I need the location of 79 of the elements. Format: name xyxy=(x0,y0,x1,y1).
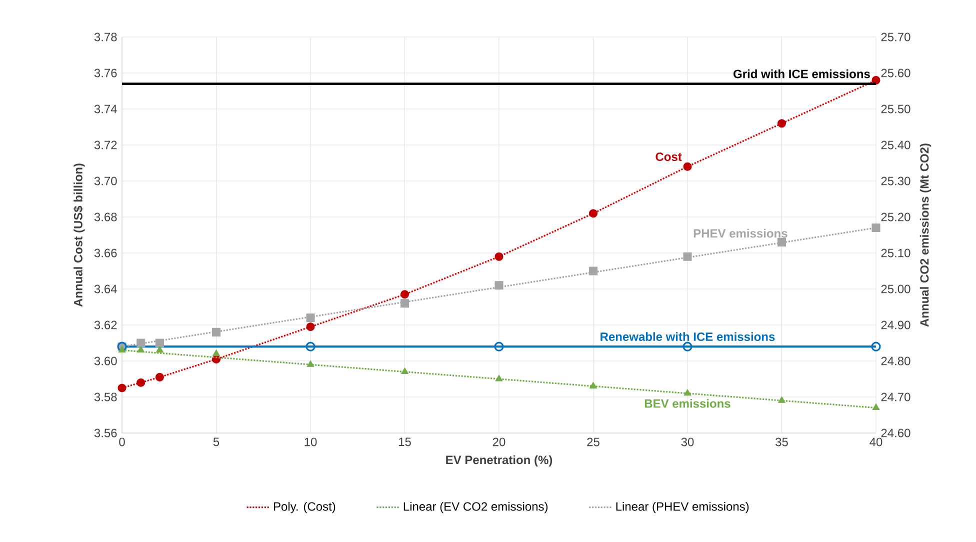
point xyxy=(155,338,164,348)
point xyxy=(400,290,410,299)
point xyxy=(494,252,504,261)
point xyxy=(872,224,880,232)
x-tick-label: 30 xyxy=(681,438,694,446)
y2-tick-label: 25.10 xyxy=(881,248,910,258)
y-tick-label: 3.56 xyxy=(94,428,117,438)
x-axis-title: EV Penetration (%) xyxy=(446,455,552,467)
legend-label: Poly. (Cost) xyxy=(274,502,336,514)
point xyxy=(590,382,597,388)
y-tick-label: 3.78 xyxy=(94,32,117,42)
point xyxy=(212,328,221,336)
y-tick-label: 3.62 xyxy=(94,320,117,330)
point xyxy=(401,368,408,374)
legend-label: Linear (EV CO2 emissions) xyxy=(404,502,548,514)
point xyxy=(778,396,786,403)
point xyxy=(306,342,316,352)
point xyxy=(683,252,692,261)
point xyxy=(682,342,692,352)
point xyxy=(684,389,692,396)
y2-tick-label: 25.00 xyxy=(881,284,910,294)
y2-tick-label: 25.70 xyxy=(881,32,910,42)
y2-tick-label: 24.60 xyxy=(881,428,910,438)
y2-tick-label: 25.60 xyxy=(881,68,910,78)
point xyxy=(588,266,598,276)
point xyxy=(212,350,220,356)
point xyxy=(306,360,314,367)
point xyxy=(588,209,598,218)
point xyxy=(872,76,880,84)
point xyxy=(155,372,164,382)
ref-line-label: Grid with ICE emissions xyxy=(734,69,870,78)
point xyxy=(137,346,145,352)
y2-tick-label: 25.20 xyxy=(881,212,910,222)
point xyxy=(136,378,146,387)
point xyxy=(777,119,786,128)
point xyxy=(118,346,126,352)
point xyxy=(871,342,881,352)
x-tick-label: 0 xyxy=(119,438,125,446)
y-tick-label: 3.66 xyxy=(94,248,117,258)
point xyxy=(777,238,786,246)
y-tick-label: 3.64 xyxy=(94,284,117,294)
point xyxy=(306,314,315,322)
point xyxy=(494,342,504,352)
y-tick-label: 3.74 xyxy=(94,104,117,114)
point xyxy=(683,162,692,171)
y2-axis-title: Annual CO2 emissions (Mt CO2) xyxy=(920,144,932,327)
point xyxy=(872,404,880,410)
x-tick-label: 25 xyxy=(587,438,600,446)
series-label: BEV emissions xyxy=(644,398,730,408)
series-label: PHEV emissions xyxy=(694,228,788,238)
x-tick-label: 40 xyxy=(870,438,882,446)
y2-tick-label: 24.70 xyxy=(881,392,910,402)
series-label: Renewable with ICE emissions xyxy=(600,332,775,341)
y-tick-label: 3.76 xyxy=(94,68,117,78)
y2-tick-label: 24.90 xyxy=(881,320,910,330)
point xyxy=(495,374,503,382)
y-tick-label: 3.72 xyxy=(94,140,117,150)
x-tick-label: 10 xyxy=(304,438,317,446)
y2-tick-label: 25.50 xyxy=(881,104,910,114)
y-tick-label: 3.70 xyxy=(94,176,117,186)
series-label: Cost xyxy=(656,152,682,161)
x-tick-label: 35 xyxy=(776,438,788,446)
x-tick-label: 15 xyxy=(399,438,411,446)
y2-tick-label: 25.30 xyxy=(881,176,910,186)
y2-tick-label: 25.40 xyxy=(881,140,910,150)
point xyxy=(136,338,146,348)
point xyxy=(306,322,315,332)
point xyxy=(494,281,504,290)
y2-tick-label: 24.80 xyxy=(881,356,910,366)
x-tick-label: 5 xyxy=(213,438,220,446)
y-tick-label: 3.60 xyxy=(94,356,117,366)
y-axis-title: Annual Cost (US$ billion) xyxy=(73,164,85,307)
y-tick-label: 3.58 xyxy=(94,392,117,402)
legend-label: Linear (PHEV emissions) xyxy=(616,502,749,514)
y-tick-label: 3.68 xyxy=(94,212,117,222)
point xyxy=(400,299,410,308)
x-tick-label: 20 xyxy=(492,438,506,446)
point xyxy=(156,346,164,352)
point xyxy=(118,384,126,392)
